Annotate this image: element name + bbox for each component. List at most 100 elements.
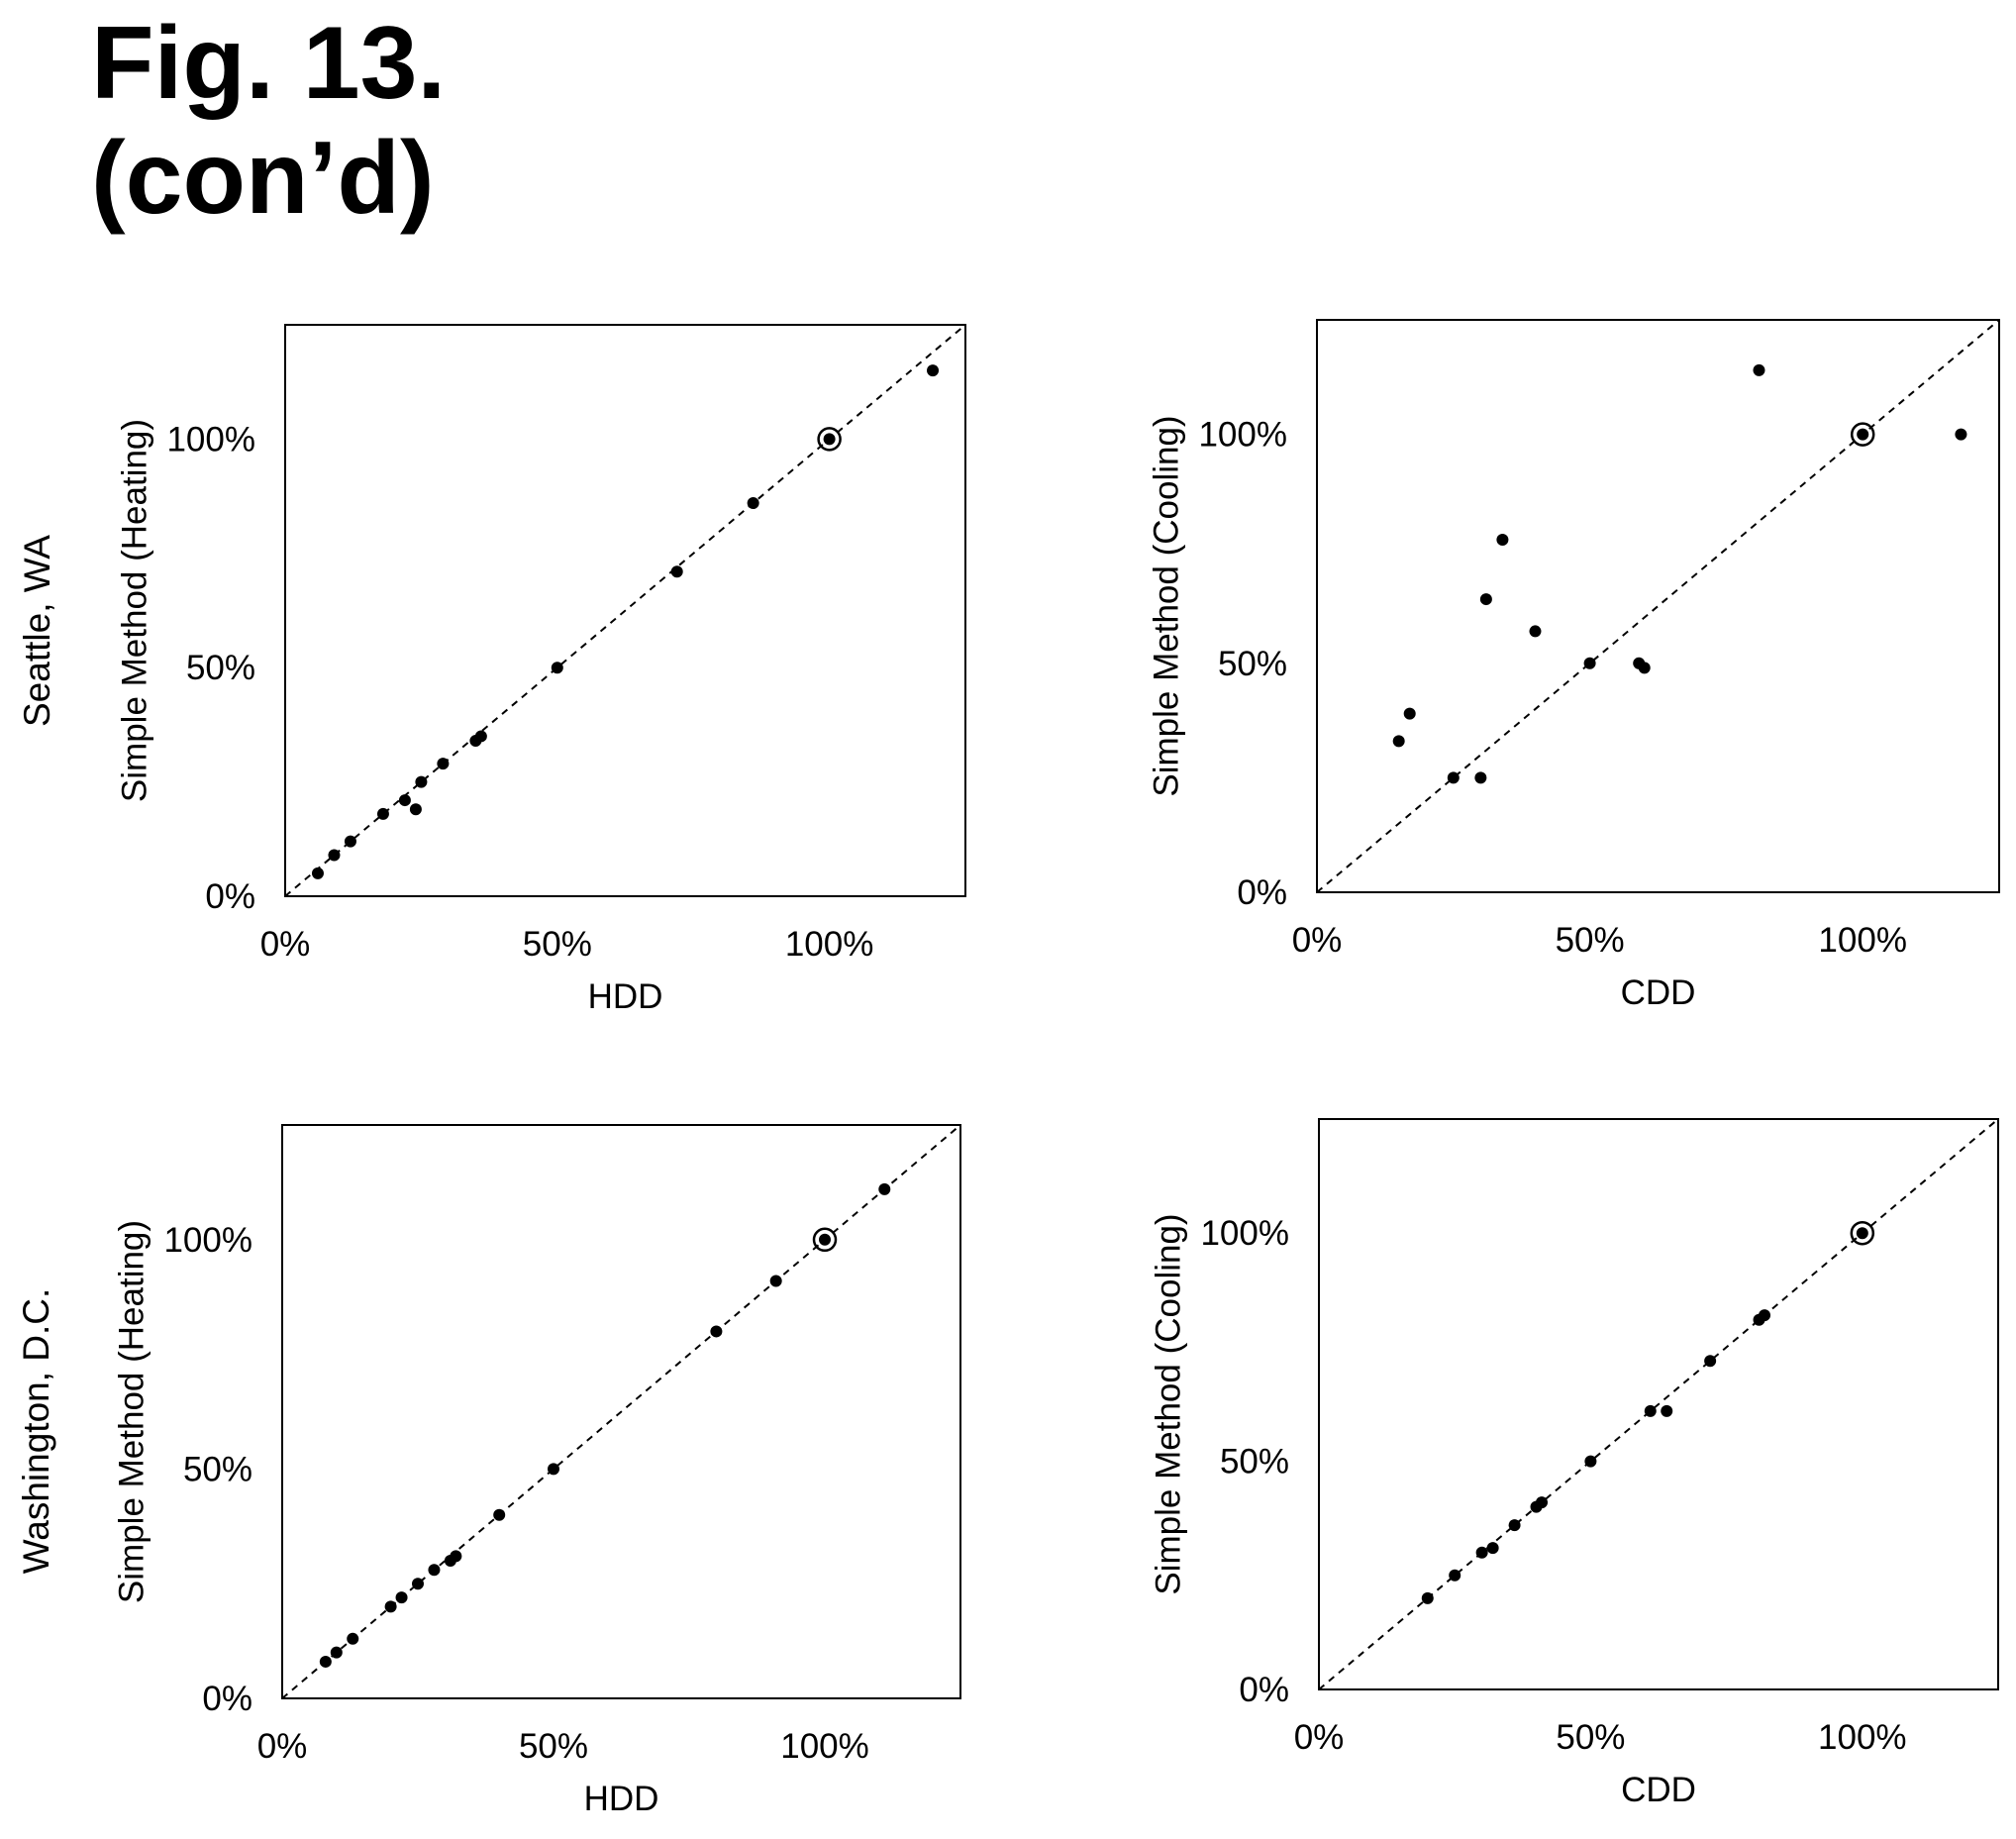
data-point <box>1759 1309 1771 1322</box>
data-point <box>1753 363 1765 376</box>
reference-line <box>281 1124 961 1699</box>
data-point <box>670 565 683 578</box>
data-point <box>415 775 428 788</box>
plot-frame <box>281 1124 961 1699</box>
data-point <box>548 1463 559 1476</box>
data-point <box>1529 625 1542 638</box>
data-point <box>319 1655 332 1668</box>
plot-frame <box>1316 319 2000 893</box>
plot-washington-heating: 0% 50% 100% 0% 50% 100% HDD Simple Method (Heat… <box>112 1124 961 1818</box>
highlighted-point-ring <box>1850 422 1875 447</box>
data-point <box>398 794 411 807</box>
x-tick-label: 100% <box>1818 1718 1907 1757</box>
x-tick-label: 50% <box>1556 921 1625 960</box>
x-tick-label: 0% <box>1294 1718 1345 1757</box>
highlighted-point-ring <box>1850 1220 1875 1246</box>
figure-title-line-2: (con’d) <box>91 121 435 236</box>
x-tick-label: 50% <box>1556 1718 1625 1757</box>
plot-frame <box>284 324 966 897</box>
plot-seattle-heating: 0% 50% 100% 0% 50% 100% HDD Simple Method (Heat… <box>115 324 966 1016</box>
data-point <box>395 1591 408 1604</box>
data-point <box>330 1646 343 1659</box>
y-axis-label: Simple Method (Cooling) <box>1147 415 1185 796</box>
y-tick-label: 50% <box>183 1450 252 1488</box>
data-point <box>474 730 487 743</box>
x-axis-label: CDD <box>1621 1771 1696 1809</box>
data-point <box>747 497 759 510</box>
data-point <box>1403 707 1416 720</box>
reference-line <box>1318 1118 1999 1690</box>
data-point <box>1449 1569 1462 1582</box>
y-tick-label: 0% <box>205 877 255 916</box>
y-tick-label: 50% <box>186 649 255 687</box>
y-tick-label: 0% <box>202 1680 252 1718</box>
data-point <box>428 1564 441 1577</box>
y-tick-label: 100% <box>166 420 255 459</box>
x-axis-label: HDD <box>588 977 663 1016</box>
data-point <box>1857 428 1869 441</box>
data-point <box>493 1508 506 1521</box>
y-tick-label: 0% <box>1239 1671 1289 1709</box>
data-point <box>769 1275 782 1287</box>
x-tick-label: 0% <box>260 925 311 964</box>
data-point <box>710 1325 723 1338</box>
data-point <box>311 867 324 879</box>
data-point <box>819 1233 831 1246</box>
y-tick-label: 0% <box>1237 873 1287 912</box>
plot-frame <box>1318 1118 1999 1690</box>
data-point <box>450 1550 462 1563</box>
y-tick-label: 50% <box>1220 1443 1289 1481</box>
data-point <box>1661 1404 1673 1417</box>
x-tick-label: 100% <box>780 1727 869 1766</box>
data-point <box>1474 771 1487 784</box>
y-axis-label: Simple Method (Heating) <box>112 1220 151 1603</box>
data-point <box>1644 1404 1657 1417</box>
data-point <box>1486 1542 1499 1555</box>
y-tick-label: 50% <box>1218 645 1287 683</box>
x-tick-label: 100% <box>785 925 874 964</box>
data-point <box>927 364 940 377</box>
data-point <box>409 803 422 816</box>
data-point <box>1496 533 1509 546</box>
data-point <box>347 1632 359 1645</box>
x-tick-label: 0% <box>1292 921 1343 960</box>
figure-title-line-1: Fig. 13. <box>91 6 447 121</box>
data-point <box>823 433 836 446</box>
data-point <box>551 662 563 674</box>
reference-line <box>1316 319 2000 893</box>
x-tick-label: 0% <box>257 1727 308 1766</box>
x-tick-label: 50% <box>523 925 592 964</box>
data-point <box>1536 1496 1549 1509</box>
data-point <box>1475 1546 1488 1559</box>
x-axis-label: CDD <box>1621 973 1696 1012</box>
x-tick-label: 50% <box>519 1727 588 1766</box>
plot-washington-cooling: 0% 50% 100% 0% 50% 100% CDD Simple Method (Cool… <box>1149 1118 1999 1809</box>
data-point <box>1392 735 1405 748</box>
y-tick-label: 100% <box>163 1221 252 1260</box>
y-axis-label: Simple Method (Cooling) <box>1149 1213 1187 1594</box>
highlighted-point-ring <box>817 427 842 452</box>
highlighted-point-ring <box>812 1227 838 1253</box>
data-point <box>1583 657 1596 669</box>
data-point <box>1479 593 1492 606</box>
data-point <box>437 758 450 770</box>
data-point <box>1638 662 1651 674</box>
x-tick-label: 100% <box>1818 921 1907 960</box>
data-point <box>412 1578 424 1590</box>
y-axis-label: Simple Method (Heating) <box>115 419 153 802</box>
data-point <box>1447 771 1460 784</box>
y-tick-label: 100% <box>1198 416 1287 455</box>
x-axis-label: HDD <box>584 1780 659 1818</box>
data-point <box>1955 428 1967 441</box>
data-point <box>376 807 389 820</box>
plot-seattle-cooling: 0% 50% 100% 0% 50% 100% CDD Simple Method (Cool… <box>1147 319 2000 1012</box>
data-point <box>344 835 356 848</box>
figure-title: Fig. 13. (con’d) <box>91 6 446 236</box>
y-tick-label: 100% <box>1200 1214 1289 1253</box>
data-point <box>1508 1519 1521 1532</box>
data-point <box>1704 1355 1717 1368</box>
reference-line <box>284 324 966 897</box>
data-point <box>328 849 341 862</box>
data-point <box>1856 1227 1868 1240</box>
